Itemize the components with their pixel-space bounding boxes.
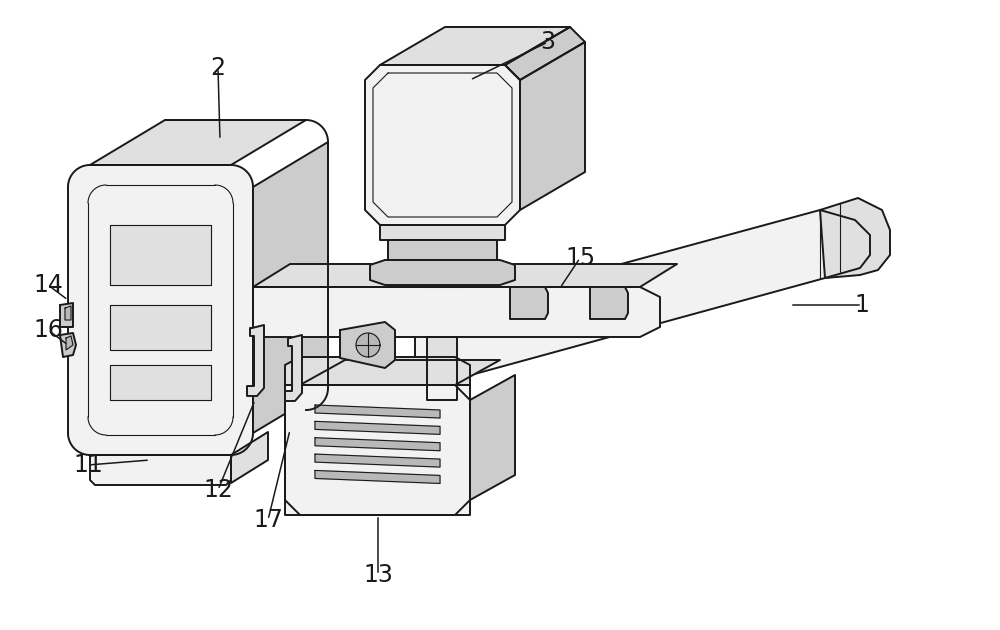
- Polygon shape: [505, 27, 585, 80]
- Polygon shape: [110, 365, 211, 400]
- Text: 14: 14: [33, 273, 63, 297]
- Polygon shape: [90, 120, 306, 165]
- Polygon shape: [520, 42, 585, 210]
- Polygon shape: [590, 287, 628, 319]
- Polygon shape: [285, 385, 470, 515]
- Polygon shape: [427, 337, 457, 400]
- Polygon shape: [388, 240, 497, 260]
- Polygon shape: [285, 357, 470, 385]
- Text: 16: 16: [33, 318, 63, 342]
- Text: 3: 3: [540, 30, 556, 54]
- Text: 12: 12: [203, 478, 233, 502]
- Polygon shape: [315, 471, 440, 483]
- Polygon shape: [315, 438, 440, 450]
- Polygon shape: [315, 421, 440, 434]
- Text: 13: 13: [363, 563, 393, 587]
- Polygon shape: [380, 225, 505, 240]
- Polygon shape: [253, 264, 677, 287]
- Polygon shape: [340, 322, 395, 368]
- Polygon shape: [110, 305, 211, 350]
- Polygon shape: [66, 336, 73, 350]
- Polygon shape: [820, 198, 890, 278]
- Polygon shape: [415, 210, 870, 395]
- Polygon shape: [247, 325, 264, 396]
- Polygon shape: [60, 333, 76, 357]
- Polygon shape: [380, 27, 570, 65]
- Polygon shape: [365, 65, 520, 225]
- Polygon shape: [370, 260, 515, 285]
- Polygon shape: [356, 333, 380, 357]
- Polygon shape: [510, 287, 548, 319]
- Polygon shape: [231, 432, 268, 483]
- Polygon shape: [285, 335, 302, 401]
- Polygon shape: [60, 303, 73, 327]
- Text: 15: 15: [565, 246, 595, 270]
- Polygon shape: [422, 260, 462, 287]
- Text: 11: 11: [73, 453, 103, 477]
- Text: 17: 17: [253, 508, 283, 532]
- Polygon shape: [470, 375, 515, 500]
- Polygon shape: [68, 165, 253, 455]
- Polygon shape: [110, 225, 211, 285]
- Text: 2: 2: [210, 56, 226, 80]
- Polygon shape: [253, 142, 328, 433]
- Polygon shape: [315, 405, 440, 418]
- Polygon shape: [65, 306, 71, 320]
- Text: 1: 1: [855, 293, 869, 317]
- Polygon shape: [315, 454, 440, 467]
- Polygon shape: [90, 455, 231, 485]
- Polygon shape: [285, 385, 470, 515]
- Polygon shape: [253, 287, 660, 337]
- Polygon shape: [300, 360, 500, 385]
